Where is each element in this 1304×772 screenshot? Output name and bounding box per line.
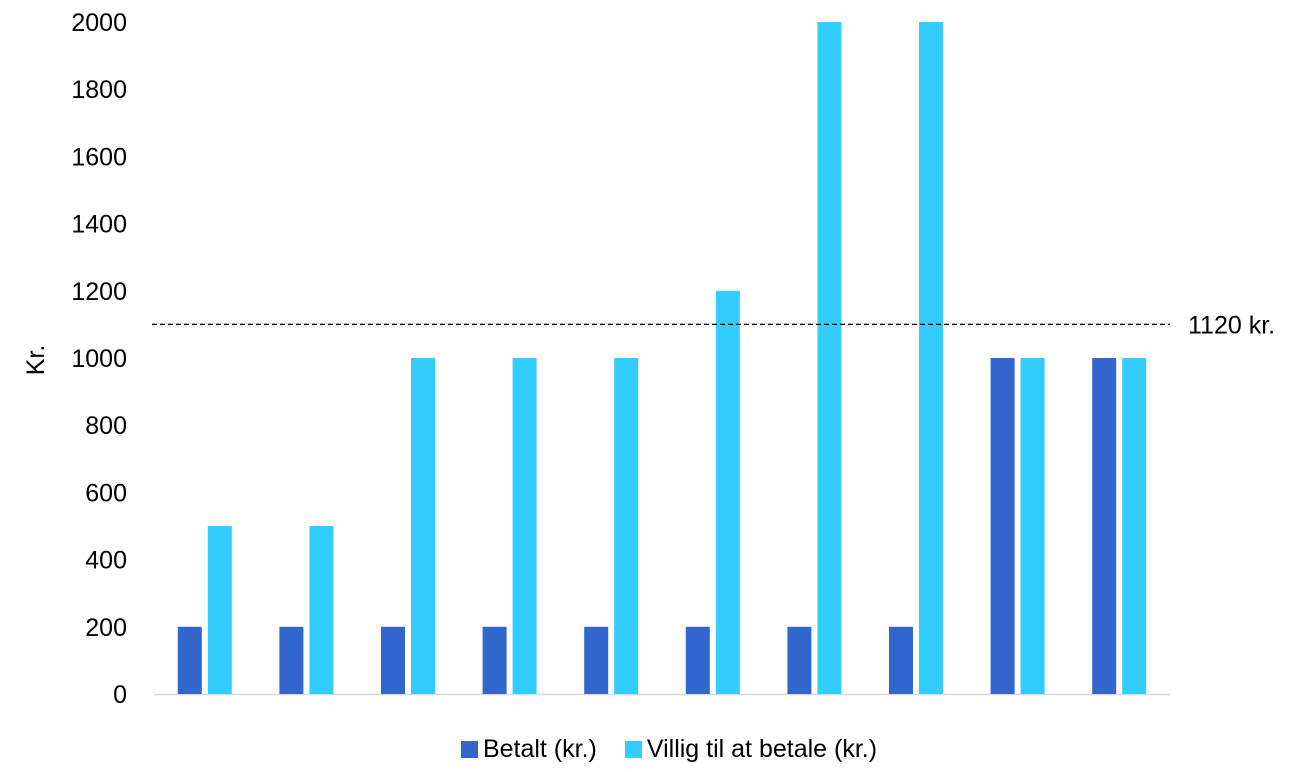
bar-villig-6 [715,290,740,694]
y-tick-label: 1000 [71,345,127,373]
legend-swatch [624,741,642,758]
bar-betalt-9 [990,358,1015,694]
y-tick-label: 800 [85,412,127,440]
y-tick-label: 2000 [71,9,127,37]
y-axis-title: Kr. [22,345,50,376]
y-tick-label: 0 [113,681,127,709]
bar-betalt-7 [787,626,812,694]
y-tick-label: 1800 [71,76,127,104]
legend-swatch [460,741,478,758]
bar-betalt-3 [381,626,405,694]
legend-label: Betalt (kr.) [482,735,597,763]
bar-betalt-6 [685,626,710,694]
bar-villig-10 [1122,358,1147,694]
y-tick-label: 400 [85,547,127,575]
legend: Betalt (kr.) Villig til at betale (kr.) [0,735,1304,764]
bar-betalt-1 [177,626,202,694]
bar-villig-7 [817,22,842,694]
legend-item-villig: Villig til at betale (kr.) [624,735,878,764]
bar-villig-2 [309,526,334,694]
y-tick-label: 1400 [71,211,127,239]
y-tick-label: 600 [85,479,127,507]
bar-villig-3 [411,358,435,694]
y-tick-label: 1600 [71,143,127,171]
bar-chart-plot: 0 200 400 600 800 1000 1200 1400 1600 1800 2000 Kr.… [22,9,1275,709]
bar-betalt-5 [584,626,609,694]
bar-villig-9 [1020,358,1045,694]
bar-villig-5 [614,358,639,694]
y-tick-label: 200 [85,614,127,642]
bar-villig-4 [512,358,537,694]
bar-betalt-10 [1092,358,1117,694]
legend-item-betalt: Betalt (kr.) [460,735,597,764]
legend-label: Villig til at betale (kr.) [646,735,878,763]
bar-villig-1 [207,526,232,694]
bar-betalt-8 [889,626,913,694]
bar-betalt-4 [482,626,507,694]
bar-villig-8 [919,22,943,694]
bar-betalt-2 [279,626,304,694]
reference-line-label: 1120 kr. [1188,311,1275,339]
y-tick-label: 1200 [71,278,127,306]
